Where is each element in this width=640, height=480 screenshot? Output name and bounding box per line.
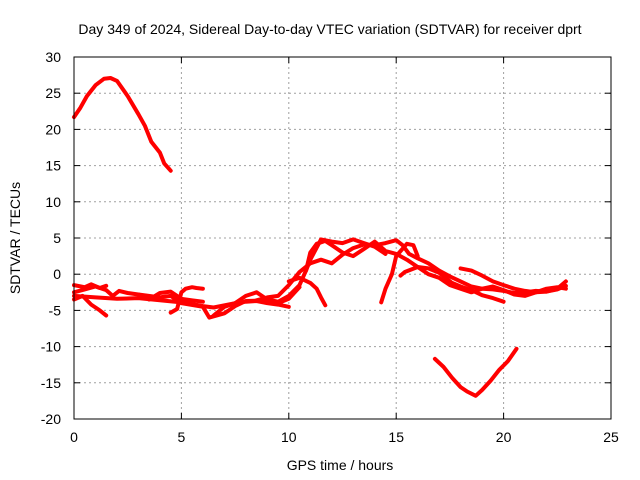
series-arc-10: [286, 275, 328, 308]
y-axis-label: SDTVAR / TECUs: [7, 182, 23, 294]
series-layer: [72, 76, 568, 398]
y-tick-label: -15: [41, 375, 61, 391]
x-tick-label: 25: [603, 429, 619, 445]
series-arc-1: [72, 76, 173, 173]
y-tick-label: 10: [45, 194, 61, 210]
x-tick-label: 0: [70, 429, 78, 445]
y-tick-label: 30: [45, 49, 61, 65]
y-tick-label: -5: [49, 302, 62, 318]
series-arc-7: [168, 285, 205, 315]
series-arc-13: [398, 265, 506, 304]
x-tick-label: 5: [178, 429, 186, 445]
y-tick-label: -20: [41, 411, 61, 427]
tick-layer: 0 5 10 15 20 25 -20 -15 -10 -5 0 5 10 15 20 25 30: [41, 49, 619, 445]
series-arc-15: [432, 346, 519, 398]
y-tick-label: 20: [45, 121, 61, 137]
series-arc-12: [379, 241, 420, 305]
x-tick-label: 15: [388, 429, 404, 445]
y-tick-label: -10: [41, 339, 61, 355]
grid-layer: [74, 57, 611, 419]
y-tick-label: 15: [45, 158, 61, 174]
x-tick-label: 20: [496, 429, 512, 445]
series-arc-11: [304, 237, 388, 273]
y-tick-label: 5: [53, 230, 61, 246]
y-tick-label: 25: [45, 85, 61, 101]
x-tick-label: 10: [281, 429, 297, 445]
y-tick-label: 0: [53, 266, 61, 282]
series-arc-14: [458, 266, 568, 295]
x-axis-label: GPS time / hours: [287, 457, 394, 473]
series-arc-3: [72, 282, 109, 290]
chart-title: Day 349 of 2024, Sidereal Day-to-day VTE…: [78, 21, 581, 37]
